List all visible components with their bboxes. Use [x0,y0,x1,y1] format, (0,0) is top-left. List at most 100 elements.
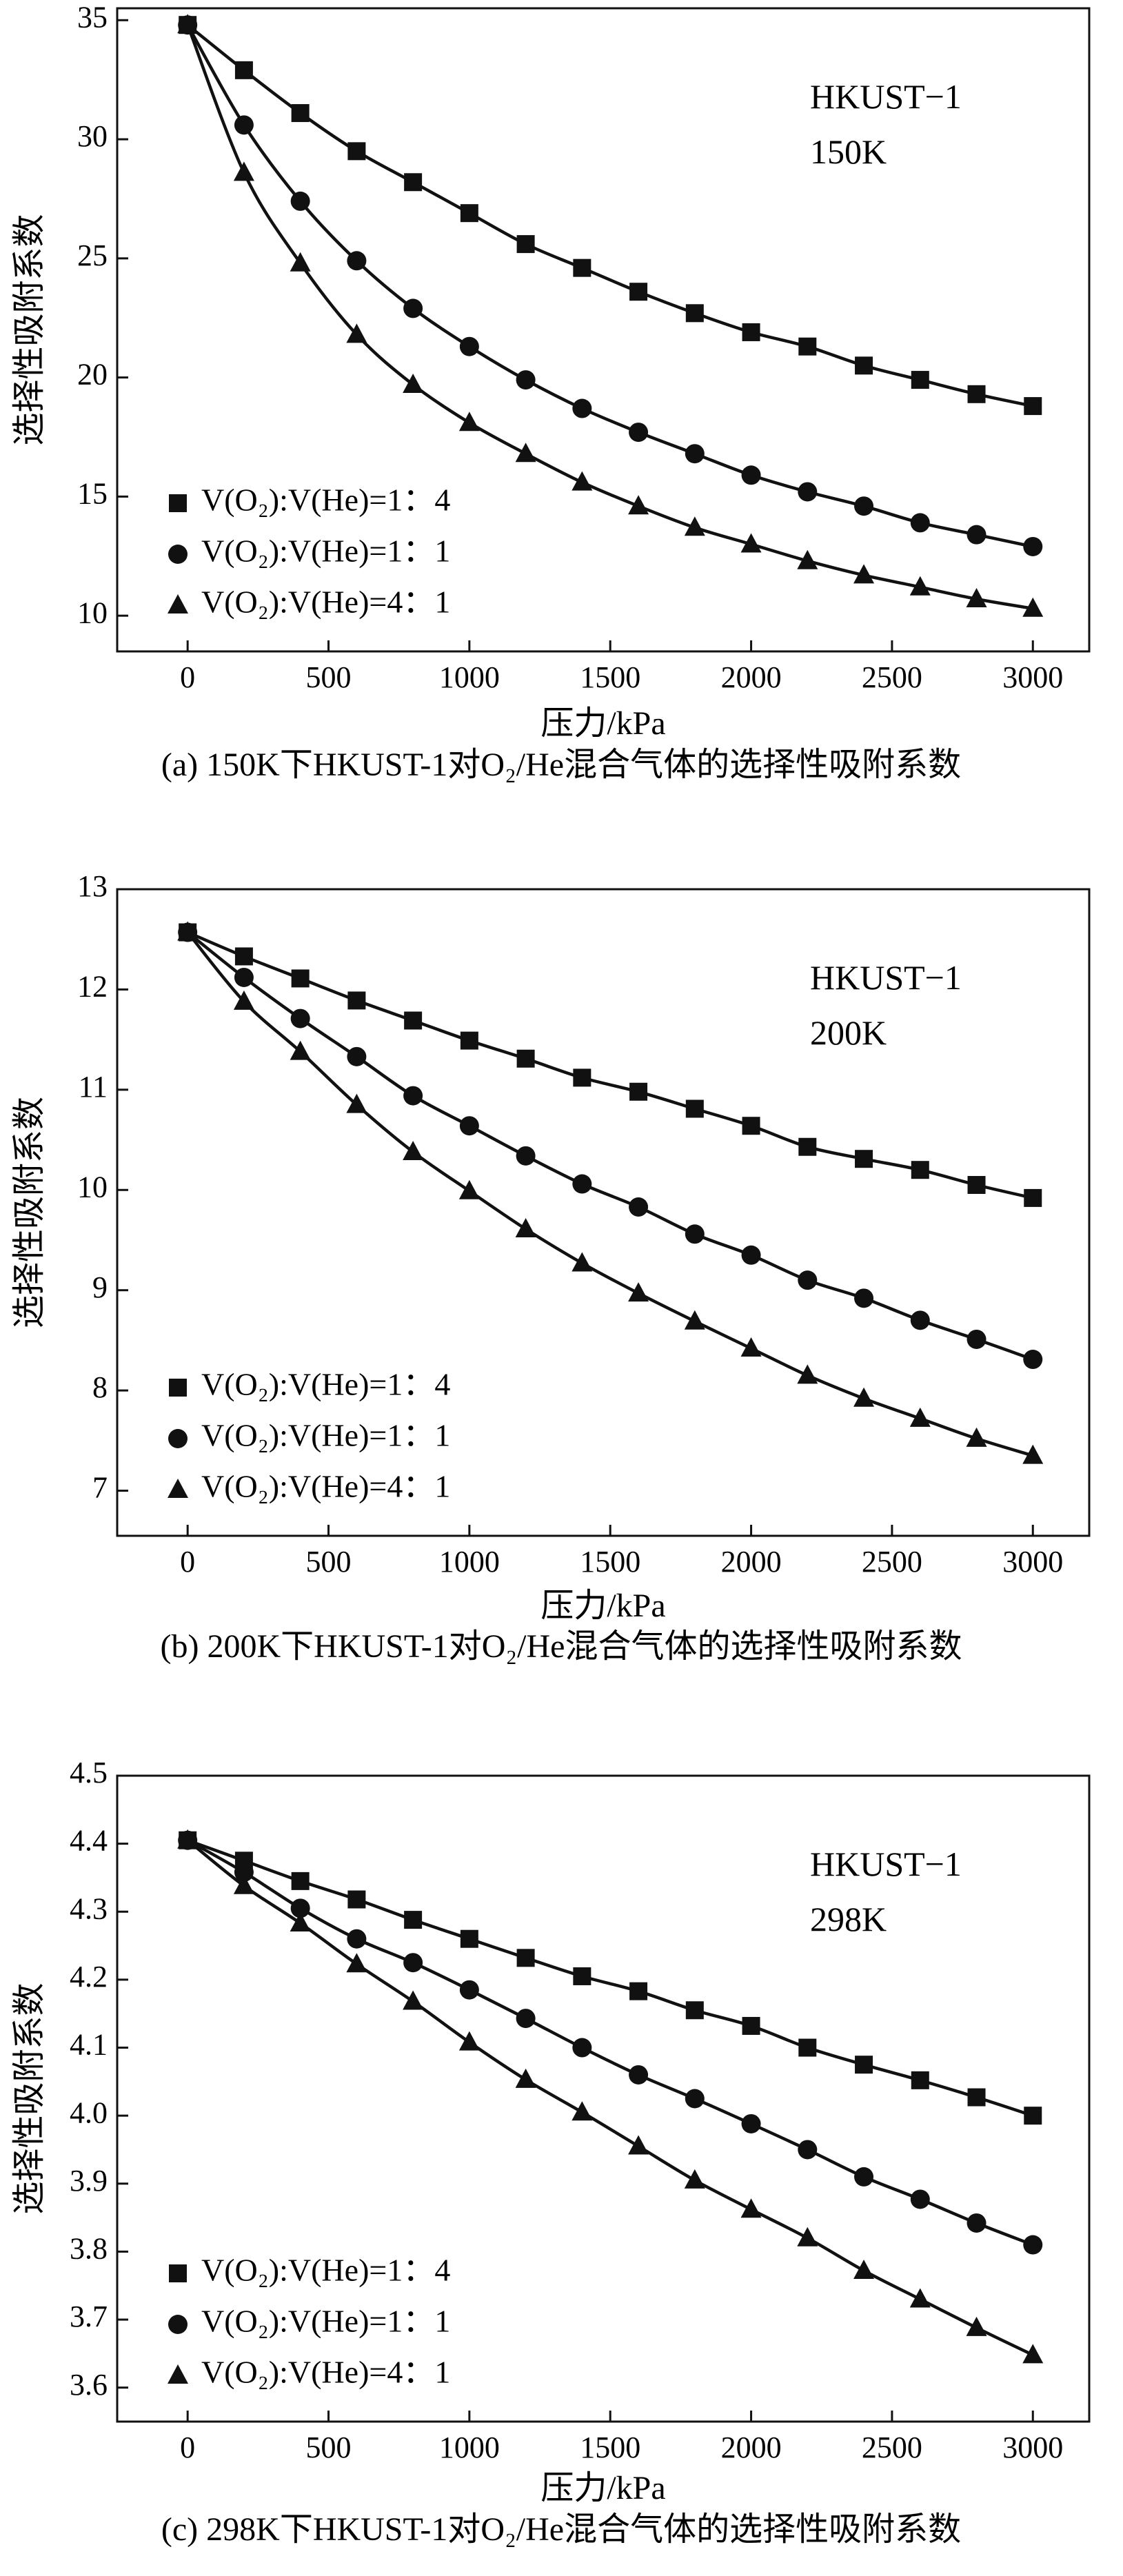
data-point-circle [459,1980,479,2000]
data-point-triangle [853,1387,875,1407]
data-point-triangle [571,1252,593,1272]
data-point-square [855,2056,873,2074]
y-tick-label: 10 [77,1170,108,1204]
data-point-square [573,258,591,277]
data-point-triangle [458,412,480,432]
series-line-3 [186,1838,1034,2357]
data-point-triangle [966,1427,987,1447]
data-point-square [798,337,817,356]
legend-label: V(O₂):V(He)=1：4 [201,1367,450,1402]
y-tick-label: 30 [77,119,108,153]
data-point-circle [967,1329,987,1349]
data-point-circle [741,1245,761,1265]
data-point-square [629,283,648,301]
data-point-square [742,2016,760,2035]
data-point-square [1024,397,1042,416]
data-point-square [573,1967,591,1985]
x-tick-label: 3000 [1002,1545,1063,1579]
data-point-square [967,1176,986,1195]
legend-label: V(O₂):V(He)=4：1 [201,1469,450,1504]
x-tick-label: 2500 [862,1545,922,1579]
x-tick-label: 2500 [862,660,922,694]
y-tick-label: 7 [92,1471,108,1505]
y-tick-label: 8 [92,1370,108,1404]
data-point-triangle [684,1310,705,1330]
x-tick-label: 1500 [580,660,640,694]
x-axis-title: 压力/kPa [540,1588,665,1624]
data-point-circle [572,2038,592,2058]
data-point-square [911,371,929,389]
data-point-triangle [515,1217,536,1237]
data-point-square [1024,1188,1042,1207]
x-tick-label: 500 [306,2431,352,2464]
data-point-triangle [233,1874,254,1894]
data-point-triangle [1022,1444,1044,1464]
data-point-square [855,1150,873,1168]
data-point-square [516,235,535,254]
legend-marker-circle [168,545,188,564]
data-point-square [798,1137,817,1156]
data-point-circle [741,2113,761,2133]
chart-panel-c: 0 500 1000 1500 2000 2500 3000 3.6 3.7 3.8 3.9 4.0 4… [11,1756,1091,2548]
legend-label: V(O₂):V(He)=4：1 [201,2355,450,2390]
data-point-triangle [684,2169,705,2189]
data-point-square [798,2038,817,2057]
y-tick-label: 4.3 [70,1892,108,1925]
series-line-2 [187,1838,1034,2247]
annotation-line-2: 150K [810,132,887,171]
data-point-circle [1023,2235,1043,2255]
data-point-triangle [628,495,649,515]
x-tick-label: 500 [306,1545,352,1579]
data-point-triangle [797,2227,818,2247]
plot-frame [116,888,1091,1537]
x-tick-label: 1000 [439,1545,500,1579]
data-point-square [234,61,253,79]
data-point-triangle [966,2316,987,2336]
data-point-triangle [177,921,199,941]
legend-marker-triangle [168,594,188,613]
data-point-triangle [853,564,875,584]
data-point-circle [290,191,310,211]
data-point-circle [347,1929,367,1949]
data-point-circle [1023,536,1043,556]
x-tick-label: 0 [180,2431,195,2464]
plot-frame [116,1774,1091,2423]
data-point-circle [290,1898,310,1918]
data-point-triangle [853,2260,875,2280]
y-tick-label: 3.7 [70,2300,108,2333]
data-point-square [234,947,253,966]
data-point-circle [967,525,987,545]
annotation-line-2: 298K [810,1900,887,1938]
y-tick-label: 20 [77,358,108,392]
data-point-circle [572,1174,592,1194]
data-point-circle [459,1116,479,1136]
data-point-triangle [233,990,254,1010]
data-point-circle [910,2189,930,2209]
data-point-triangle [403,1990,424,2010]
series-line-1 [187,1838,1034,2118]
data-point-circle [910,1310,930,1330]
data-point-triangle [458,2031,480,2051]
data-point-square [911,2071,929,2089]
legend-label: V(O₂):V(He)=1：1 [201,2304,450,2339]
annotation-line-1: HKUST−1 [810,958,962,997]
data-point-square [685,304,704,323]
data-point-square [967,2088,986,2107]
series-line-1 [187,931,1033,1200]
data-point-triangle [515,443,536,463]
data-point-triangle [797,549,818,569]
y-tick-label: 25 [77,239,108,272]
data-point-triangle [628,2135,649,2155]
series-line-2 [186,931,1034,1361]
figure-caption: (b) 200K下HKUST-1对O₂/He混合气体的选择性吸附系数 [161,1628,962,1665]
data-point-circle [234,967,254,987]
legend-label: V(O₂):V(He)=1：1 [201,534,450,569]
legend-marker-square [169,494,187,512]
data-point-square [460,1031,478,1050]
data-point-circle [403,1953,423,1973]
data-point-square [742,323,760,341]
data-point-square [291,969,310,988]
data-point-triangle [628,1282,649,1302]
data-point-triangle [346,1953,367,1973]
data-point-circle [629,2065,649,2085]
